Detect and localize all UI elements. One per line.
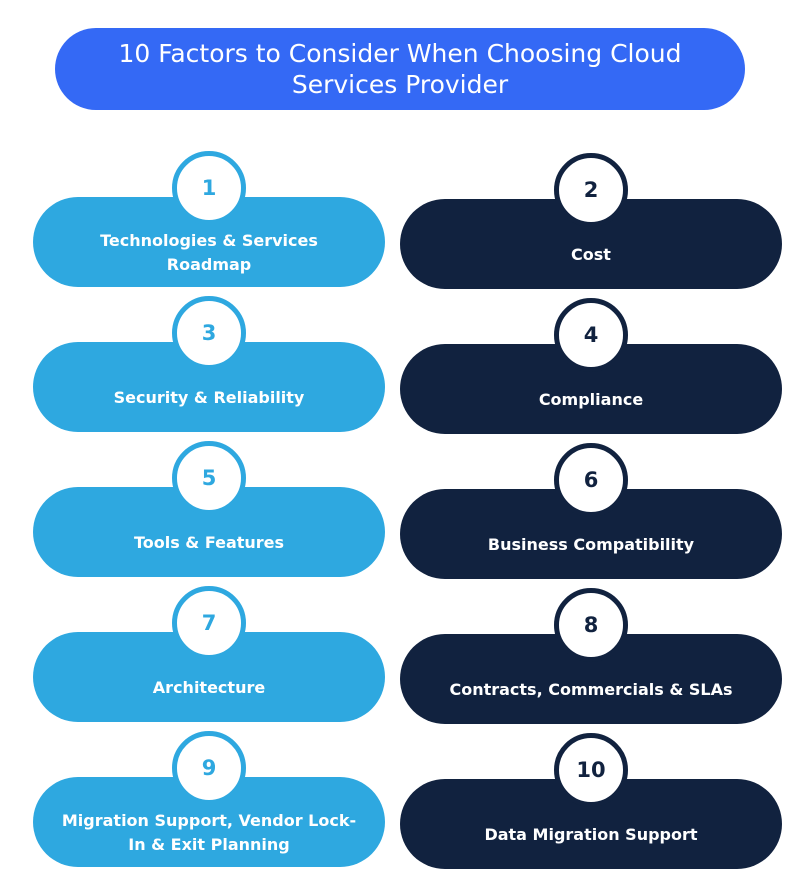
factor-card: Compliance 4 — [400, 298, 782, 434]
factor-card: Data Migration Support 10 — [400, 733, 782, 869]
factor-card: Tools & Features 5 — [33, 441, 385, 577]
factor-card: Migration Support, Vendor Lock-In & Exit… — [33, 731, 385, 867]
factor-number-badge: 5 — [172, 441, 246, 515]
factor-number-badge: 10 — [554, 733, 628, 807]
factor-number-badge: 8 — [554, 588, 628, 662]
factor-card: Technologies & Services Roadmap 1 — [33, 151, 385, 287]
factor-card: Cost 2 — [400, 153, 782, 289]
factor-number-badge: 4 — [554, 298, 628, 372]
factor-number-badge: 3 — [172, 296, 246, 370]
factor-number-badge: 2 — [554, 153, 628, 227]
factor-card: Security & Reliability 3 — [33, 296, 385, 432]
factor-label: Cost — [400, 199, 782, 289]
page-title: 10 Factors to Consider When Choosing Clo… — [55, 28, 745, 110]
factor-card: Contracts, Commercials & SLAs 8 — [400, 588, 782, 724]
factor-number-badge: 6 — [554, 443, 628, 517]
factor-number-badge: 7 — [172, 586, 246, 660]
factor-number-badge: 1 — [172, 151, 246, 225]
factor-card: Architecture 7 — [33, 586, 385, 722]
factor-number-badge: 9 — [172, 731, 246, 805]
factor-card: Business Compatibility 6 — [400, 443, 782, 579]
